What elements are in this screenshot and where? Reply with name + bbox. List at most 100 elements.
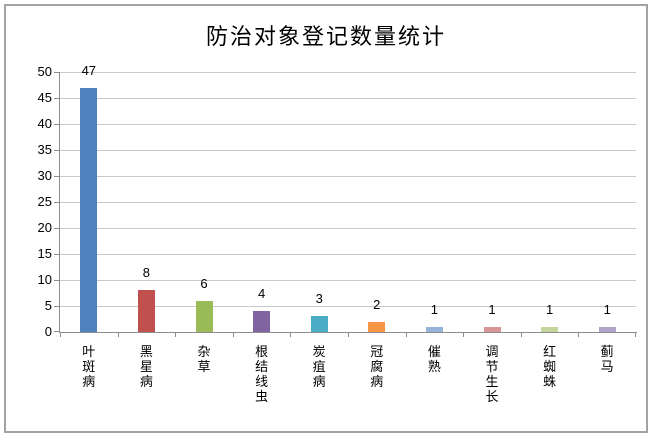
category-label-char: 病 — [139, 374, 153, 389]
category-label: 红蜘蛛 — [521, 344, 579, 389]
x-axis-tick — [290, 333, 292, 337]
y-axis-tick — [54, 98, 59, 99]
bar-叶斑病 — [80, 87, 98, 332]
y-axis-tick-label: 30 — [37, 168, 52, 183]
bar-催熟 — [425, 326, 443, 332]
y-axis-tick-label: 45 — [37, 90, 52, 105]
category-label: 炭疽病 — [290, 344, 348, 389]
bar-根结线虫 — [253, 311, 271, 332]
gridline — [60, 150, 636, 151]
category-label-char: 长 — [485, 389, 499, 404]
gridline — [60, 98, 636, 99]
y-axis-tick-label: 50 — [37, 64, 52, 79]
y-axis-tick-label: 5 — [44, 298, 52, 313]
category-label-char: 蛛 — [543, 374, 557, 389]
category-label-char: 蜘 — [543, 359, 557, 374]
category-label-char: 黑 — [139, 344, 153, 359]
category-label-char: 蓟 — [600, 344, 614, 359]
category-label-char: 催 — [427, 344, 441, 359]
gridline — [60, 202, 636, 203]
gridline — [60, 280, 636, 281]
category-label-char: 马 — [600, 359, 614, 374]
bar-调节生长 — [483, 326, 501, 332]
x-axis-tick — [520, 333, 522, 337]
category-label-char: 杂 — [197, 344, 211, 359]
gridline — [60, 176, 636, 177]
category-label-char: 虫 — [255, 389, 269, 404]
y-axis-tick-label: 35 — [37, 142, 52, 157]
x-axis-tick — [578, 333, 580, 337]
category-label-char: 病 — [312, 374, 326, 389]
bar-黑星病 — [137, 290, 155, 332]
y-axis-tick — [54, 176, 59, 177]
bar-value-label: 1 — [430, 301, 438, 317]
y-axis-tick — [54, 331, 59, 332]
category-label-char: 生 — [485, 374, 499, 389]
y-axis-tick — [54, 202, 59, 203]
category-label-char: 根 — [255, 344, 269, 359]
x-axis-line — [59, 332, 637, 333]
category-label: 黑星病 — [118, 344, 176, 389]
category-label-char: 节 — [485, 359, 499, 374]
bar-value-label: 1 — [488, 301, 496, 317]
x-axis-tick — [232, 333, 234, 337]
category-label-char: 结 — [255, 359, 269, 374]
y-axis-line — [59, 72, 60, 333]
category-label-char: 叶 — [82, 344, 96, 359]
x-axis-tick — [60, 333, 61, 337]
y-axis-tick — [54, 280, 59, 281]
plot-area: 47 8 6 4 3 2 1 1 1 1 — [54, 63, 637, 337]
bar-value-label: 1 — [545, 301, 554, 317]
x-axis-tick — [463, 333, 465, 337]
category-label-char: 炭 — [312, 344, 326, 359]
bar-value-label: 2 — [373, 296, 381, 312]
category-label-char: 斑 — [82, 359, 96, 374]
bar-杂草 — [195, 300, 213, 332]
gridline — [60, 72, 636, 73]
y-axis-tick — [54, 124, 59, 125]
gridline — [60, 124, 636, 125]
y-axis-tick-label: 25 — [37, 194, 52, 209]
category-label: 调节生长 — [463, 344, 521, 404]
category-label-char: 病 — [82, 374, 96, 389]
gridline — [60, 254, 636, 255]
category-label-char: 病 — [370, 374, 384, 389]
category-label: 蓟马 — [578, 344, 636, 374]
category-label-char: 草 — [197, 359, 211, 374]
y-axis-tick — [54, 306, 59, 307]
category-label-char: 冠 — [370, 344, 384, 359]
category-label-char: 疽 — [312, 359, 326, 374]
y-axis-tick-label: 15 — [37, 246, 52, 261]
category-label-char: 调 — [485, 344, 499, 359]
bar-冠腐病 — [368, 321, 386, 332]
x-axis-tick — [635, 333, 636, 337]
category-label-char: 红 — [543, 344, 557, 359]
bar-红蜘蛛 — [541, 326, 559, 332]
category-label-char: 线 — [255, 374, 269, 389]
bar-value-label: 6 — [200, 275, 208, 291]
y-axis-labels: 0 5 10 15 20 25 30 35 40 45 50 — [6, 6, 56, 346]
y-axis-tick-label: 0 — [44, 324, 52, 339]
gridline — [60, 228, 636, 229]
category-label-char: 星 — [139, 359, 153, 374]
x-axis-tick — [405, 333, 407, 337]
chart-title: 防治对象登记数量统计 — [205, 24, 446, 49]
x-axis-tick — [117, 333, 119, 337]
bar-蓟马 — [598, 326, 616, 332]
category-label-char: 腐 — [370, 359, 384, 374]
y-axis-tick — [54, 228, 59, 229]
y-axis-tick-label: 20 — [37, 220, 52, 235]
category-label: 叶斑病 — [60, 344, 118, 389]
bar-value-label: 3 — [315, 291, 323, 307]
x-axis-labels: 叶斑病黑星病杂草根结线虫炭疽病冠腐病催熟调节生长红蜘蛛蓟马 — [60, 344, 636, 431]
category-label: 杂草 — [175, 344, 233, 374]
x-axis-tick — [175, 333, 177, 337]
bar-value-label: 1 — [603, 301, 611, 317]
gridline — [60, 306, 636, 307]
category-label: 催熟 — [406, 344, 464, 374]
y-axis-tick — [54, 254, 59, 255]
x-axis-tick — [348, 333, 349, 337]
y-axis-tick — [54, 72, 59, 73]
bar-炭疽病 — [310, 316, 328, 332]
bar-value-label: 4 — [257, 286, 266, 302]
